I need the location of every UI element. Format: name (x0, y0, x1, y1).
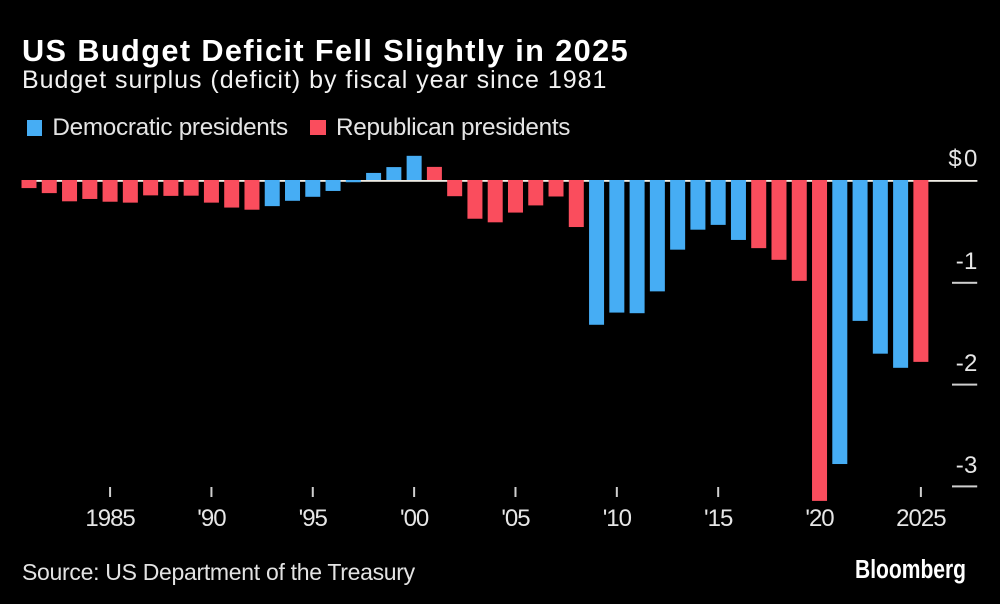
svg-text:'00: '00 (400, 505, 429, 532)
svg-text:-3: -3 (956, 452, 978, 479)
svg-text:'05: '05 (501, 505, 530, 532)
svg-text:'20: '20 (805, 505, 834, 532)
svg-text:'10: '10 (603, 505, 632, 532)
svg-text:2025: 2025 (896, 505, 946, 532)
svg-text:'15: '15 (704, 505, 733, 532)
svg-text:-2: -2 (956, 350, 978, 377)
svg-text:'95: '95 (299, 505, 328, 532)
svg-text:1985: 1985 (85, 505, 135, 532)
svg-text:$0: $0 (948, 145, 979, 172)
svg-text:-1: -1 (956, 248, 978, 275)
svg-text:'90: '90 (197, 505, 226, 532)
